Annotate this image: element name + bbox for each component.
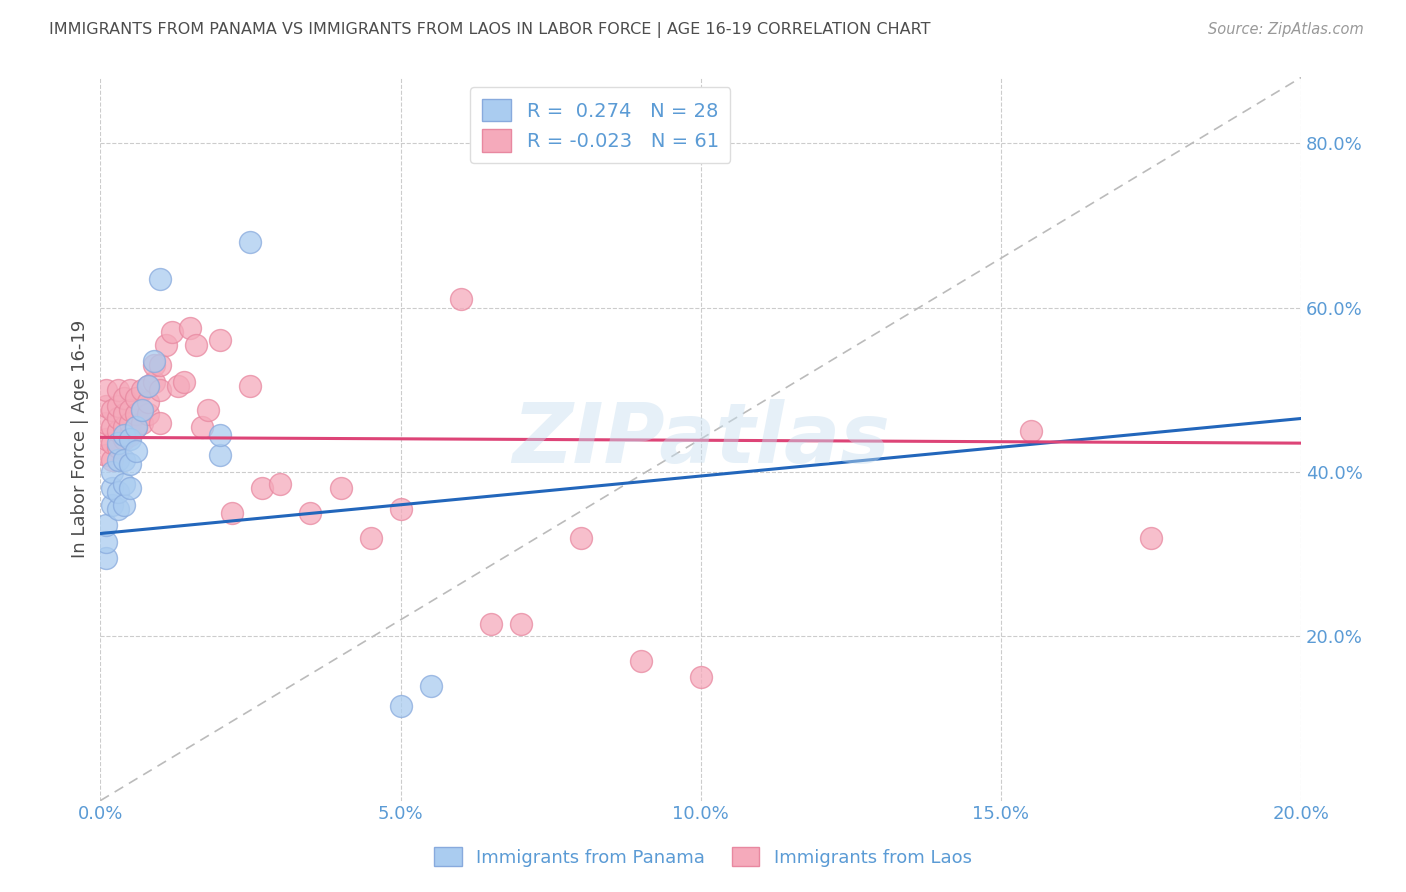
Point (120, 481, 142, 495)
Point (143, 354, 166, 368)
Point (329, 481, 352, 495)
Point (101, 498, 124, 512)
Point (96, 449, 118, 463)
Point (209, 334, 232, 348)
Point (179, 321, 201, 335)
Point (107, 383, 129, 397)
Point (112, 408, 135, 422)
Point (96, 534, 118, 549)
Point (125, 419, 148, 434)
Point (252, 481, 274, 495)
Point (155, 337, 177, 351)
Point (143, 358, 166, 372)
Point (131, 416, 153, 430)
Point (149, 383, 172, 397)
Point (131, 403, 153, 417)
Point (125, 391, 148, 405)
Text: Source: ZipAtlas.com: Source: ZipAtlas.com (1208, 22, 1364, 37)
Point (107, 436, 129, 450)
Point (112, 452, 135, 467)
Point (360, 531, 382, 545)
Point (138, 378, 160, 392)
Legend: Immigrants from Panama, Immigrants from Laos: Immigrants from Panama, Immigrants from … (427, 840, 979, 874)
Point (209, 428, 232, 442)
Point (101, 436, 124, 450)
Point (125, 419, 148, 434)
Point (1140, 531, 1163, 545)
Point (131, 383, 153, 397)
Point (569, 531, 592, 545)
Point (120, 432, 142, 446)
Point (143, 375, 166, 389)
Point (125, 408, 148, 422)
Point (96, 383, 118, 397)
Point (107, 424, 129, 438)
Point (149, 272, 172, 286)
Point (131, 403, 153, 417)
Point (107, 501, 129, 516)
Point (96, 551, 118, 566)
Point (239, 235, 262, 249)
Point (101, 481, 124, 495)
Point (101, 465, 124, 479)
Point (173, 375, 195, 389)
Point (209, 449, 232, 463)
Point (186, 337, 208, 351)
Point (120, 416, 142, 430)
Point (101, 419, 124, 434)
Point (96, 432, 118, 446)
Point (120, 403, 142, 417)
Point (197, 403, 219, 417)
Point (96, 518, 118, 533)
Point (101, 452, 124, 467)
Point (239, 378, 262, 392)
Point (630, 654, 652, 668)
Point (389, 699, 412, 714)
Point (450, 293, 472, 307)
Point (112, 428, 135, 442)
Point (509, 616, 531, 631)
Point (120, 457, 142, 471)
Point (269, 477, 291, 491)
Point (107, 399, 129, 413)
Point (112, 432, 135, 446)
Point (479, 616, 502, 631)
Point (149, 358, 172, 372)
Point (107, 485, 129, 500)
Point (112, 498, 135, 512)
Point (138, 395, 160, 409)
Point (120, 428, 142, 442)
Point (120, 383, 142, 397)
Point (101, 403, 124, 417)
Point (96, 416, 118, 430)
Point (689, 670, 711, 684)
Point (125, 444, 148, 458)
Point (96, 399, 118, 413)
Point (107, 411, 129, 425)
Point (299, 506, 322, 520)
Point (162, 325, 184, 339)
Point (419, 679, 441, 693)
Point (1019, 424, 1042, 438)
Point (112, 419, 135, 434)
Legend: R =  0.274   N = 28, R = -0.023   N = 61: R = 0.274 N = 28, R = -0.023 N = 61 (471, 87, 731, 163)
Point (149, 416, 172, 430)
Point (221, 506, 243, 520)
Point (112, 477, 135, 491)
Text: ZIPatlas: ZIPatlas (512, 399, 890, 480)
Point (138, 378, 160, 392)
Text: IMMIGRANTS FROM PANAMA VS IMMIGRANTS FROM LAOS IN LABOR FORCE | AGE 16-19 CORREL: IMMIGRANTS FROM PANAMA VS IMMIGRANTS FRO… (49, 22, 931, 38)
Point (191, 419, 214, 434)
Y-axis label: In Labor Force | Age 16-19: In Labor Force | Age 16-19 (72, 320, 89, 558)
Point (112, 391, 135, 405)
Point (389, 501, 412, 516)
Point (138, 408, 160, 422)
Point (107, 440, 129, 454)
Point (107, 452, 129, 467)
Point (167, 378, 190, 392)
